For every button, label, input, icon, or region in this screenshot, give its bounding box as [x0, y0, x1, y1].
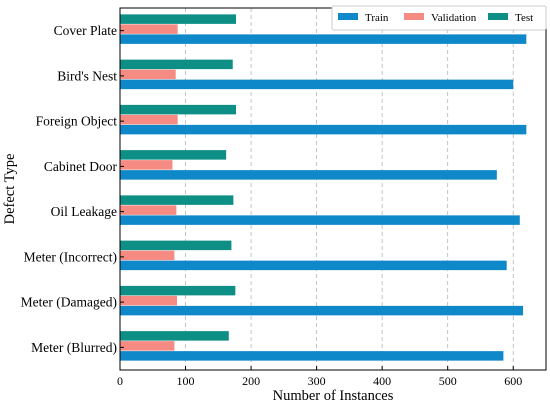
x-tick-label: 400 — [373, 374, 391, 388]
category-label: Meter (Damaged) — [21, 295, 117, 310]
bar-train — [120, 34, 527, 44]
grid-lines — [185, 8, 514, 370]
bar-validation — [120, 114, 178, 125]
bar-test — [120, 104, 237, 115]
bars — [120, 14, 527, 361]
category-label: Meter (Blurred) — [31, 340, 117, 355]
category-label: Cover Plate — [54, 23, 117, 38]
x-axis-title: Number of Instances — [273, 388, 394, 404]
axis-ticks — [119, 30, 514, 370]
bar-train — [120, 305, 524, 316]
x-tick-label: 300 — [308, 374, 326, 388]
x-tick-label: 100 — [177, 374, 195, 388]
bar-test — [120, 150, 227, 160]
legend-label-validation: Validation — [431, 12, 477, 24]
bar-train — [120, 79, 514, 90]
category-label: Cabinet Door — [44, 159, 118, 174]
legend-label-train: Train — [365, 12, 389, 24]
bar-validation — [120, 160, 173, 170]
legend-swatch-test — [488, 13, 508, 20]
bar-test — [120, 285, 236, 296]
bar-validation — [120, 295, 178, 306]
bar-test — [120, 59, 233, 70]
category-label: Bird's Nest — [57, 68, 117, 83]
bar-validation — [120, 250, 175, 261]
bar-train — [120, 351, 504, 361]
y-axis-title: Defect Type — [2, 154, 18, 225]
legend-swatch-train — [338, 13, 358, 20]
bar-test — [120, 195, 234, 205]
category-labels: Cover Plate Bird's Nest Foreign Object Cabi… — [21, 23, 118, 355]
x-tick-label: 500 — [439, 374, 457, 388]
bar-test — [120, 331, 229, 341]
bar-test — [120, 240, 232, 251]
x-tick-label: 200 — [242, 374, 260, 388]
bar-test — [120, 14, 237, 24]
bar-validation — [120, 24, 178, 34]
bar-train — [120, 260, 507, 271]
category-label: Foreign Object — [36, 114, 118, 129]
legend-label-test: Test — [515, 12, 533, 24]
bar-validation — [120, 341, 175, 351]
bar-train — [120, 170, 497, 180]
x-tick-label: 600 — [504, 374, 522, 388]
bar-train — [120, 215, 520, 225]
category-label: Meter (Incorrect) — [24, 249, 117, 264]
x-tick-label: 0 — [117, 374, 123, 388]
bar-validation — [120, 205, 177, 215]
bar-validation — [120, 69, 176, 80]
x-tick-labels: 0 100 200 300 400 500 600 — [117, 374, 522, 388]
legend: Train Validation Test — [331, 5, 547, 31]
category-label: Oil Leakage — [51, 204, 117, 219]
legend-box — [331, 5, 547, 31]
legend-swatch-validation — [404, 13, 424, 20]
bar-train — [120, 124, 527, 135]
